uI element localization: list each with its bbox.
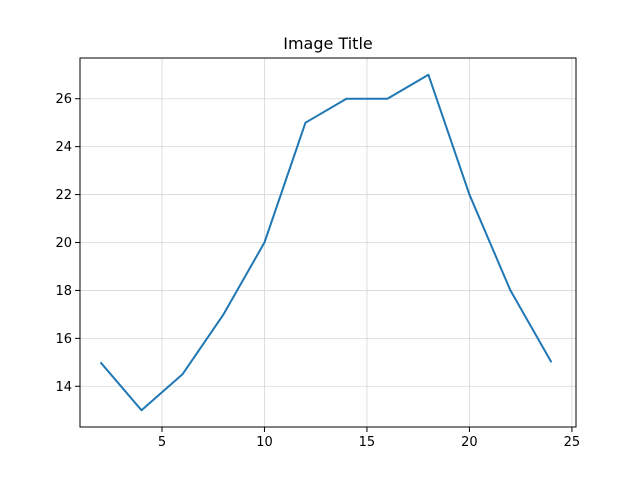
data-point (344, 97, 348, 101)
y-tick-label: 24 (55, 140, 72, 155)
data-point (180, 372, 184, 376)
y-tick-label: 20 (55, 236, 72, 251)
data-point (262, 241, 266, 245)
data-point (303, 121, 307, 125)
y-tick-label: 16 (55, 332, 72, 347)
y-tick-label: 26 (55, 92, 72, 107)
y-tick-label: 18 (55, 284, 72, 299)
x-tick-label: 20 (461, 435, 478, 450)
y-axis: 14 16 18 20 22 24 26 (55, 92, 80, 395)
series-line (99, 73, 553, 412)
data-point (139, 408, 143, 412)
series-layer (98, 73, 553, 412)
y-tick-label: 22 (55, 188, 72, 203)
data-point (98, 360, 102, 364)
data-point (426, 73, 430, 77)
data-point (221, 312, 225, 316)
data-point (385, 97, 389, 101)
data-point (549, 360, 553, 364)
data-point (467, 193, 471, 197)
x-tick-label: 15 (359, 435, 376, 450)
y-tick-label: 14 (55, 380, 72, 395)
x-axis: 5 10 15 20 25 (158, 427, 580, 450)
chart-title: Image Title (283, 34, 372, 53)
x-tick-label: 25 (564, 435, 581, 450)
x-tick-label: 5 (158, 435, 166, 450)
data-point (508, 288, 512, 292)
grid-lines (80, 58, 576, 427)
x-tick-label: 10 (256, 435, 273, 450)
